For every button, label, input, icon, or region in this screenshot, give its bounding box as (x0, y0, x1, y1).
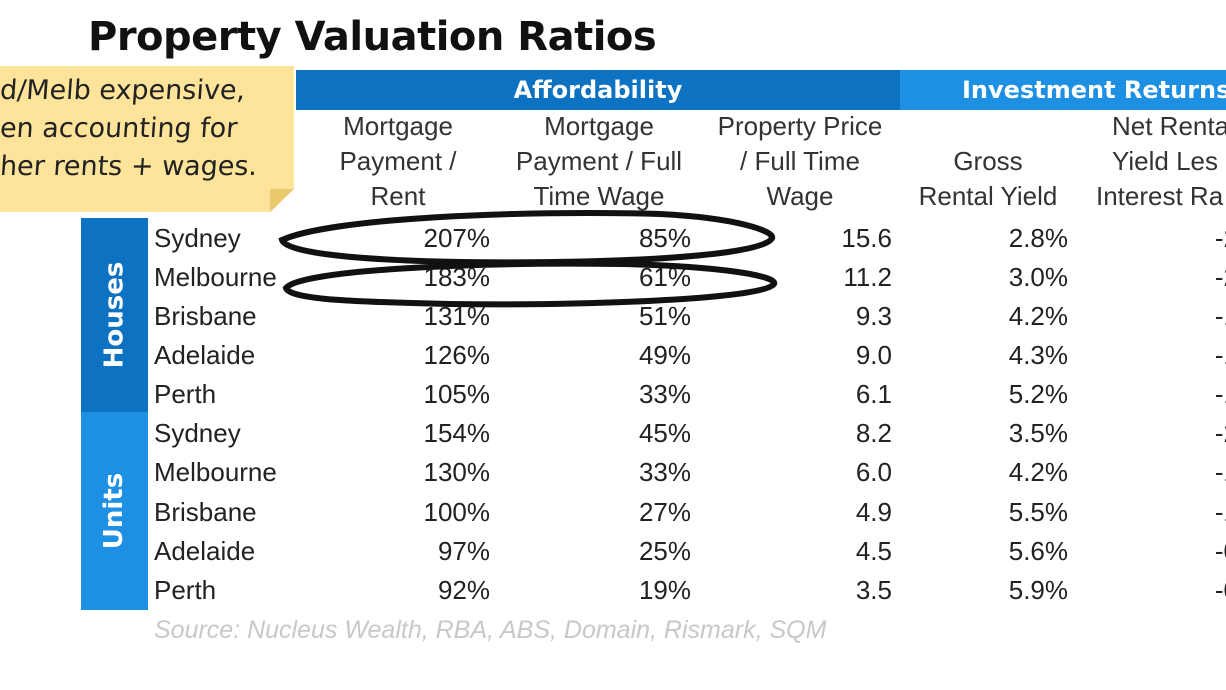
gross-yield-cell: 4.3% (1008, 340, 1068, 370)
price-wage-cell: 15.6 (841, 223, 892, 253)
sticky-note: d/Melb expensive, en accounting for her … (0, 66, 294, 212)
mortgage-wage-cell: 33% (638, 457, 691, 487)
gross-yield-cell: 3.5% (1008, 418, 1068, 448)
mortgage-wage-cell: 49% (638, 340, 691, 370)
net-yield-cell: -1 (1214, 457, 1226, 487)
table-row: Brisbane 100% 27% 4.9 5.5% -1 (148, 493, 1226, 532)
net-yield-cell: -2 (1214, 418, 1226, 448)
city-cell: Brisbane (154, 301, 257, 331)
gross-yield-cell: 4.2% (1008, 301, 1068, 331)
price-wage-cell: 9.0 (855, 340, 892, 370)
city-cell: Brisbane (154, 497, 257, 527)
gross-yield-cell: 2.8% (1008, 223, 1068, 253)
city-cell: Melbourne (154, 457, 277, 487)
column-header-price-wage: Property Price / Full Time Wage (717, 111, 883, 211)
city-cell: Melbourne (154, 262, 277, 292)
price-wage-cell: 3.5 (855, 575, 892, 605)
source-note: Source: Nucleus Wealth, RBA, ABS, Domain… (154, 616, 827, 644)
net-yield-cell: -0 (1214, 536, 1226, 566)
affordability-header: Affordability (296, 70, 900, 110)
city-cell: Perth (154, 575, 217, 605)
mortgage-rent-cell: 154% (423, 418, 491, 448)
note-line: d/Melb expensive, (0, 75, 247, 106)
price-wage-cell: 4.9 (855, 497, 892, 527)
table-row: Perth 105% 33% 6.1 5.2% -1 (148, 375, 1226, 414)
net-yield-cell: -2 (1214, 223, 1226, 253)
net-yield-cell: -2 (1214, 262, 1226, 292)
mortgage-wage-cell: 51% (638, 301, 691, 331)
mortgage-wage-cell: 45% (638, 418, 691, 448)
mortgage-rent-cell: 97% (437, 536, 490, 566)
column-header-mortgage-rent: Mortgage Payment / Rent (339, 111, 457, 211)
gross-yield-cell: 5.6% (1008, 536, 1068, 566)
investment-returns-header: Investment Returns (900, 70, 1226, 110)
city-cell: Sydney (154, 418, 241, 448)
gross-yield-cell: 5.9% (1008, 575, 1068, 605)
mortgage-wage-cell: 85% (638, 223, 691, 253)
table-row: Melbourne 130% 33% 6.0 4.2% -1 (148, 453, 1226, 492)
price-wage-cell: 11.2 (843, 262, 892, 292)
mortgage-rent-cell: 183% (423, 262, 491, 292)
table-row: Sydney 154% 45% 8.2 3.5% -2 (148, 414, 1226, 453)
mortgage-wage-cell: 19% (638, 575, 691, 605)
mortgage-rent-cell: 131% (423, 301, 491, 331)
mortgage-rent-cell: 126% (423, 340, 491, 370)
page-title: Property Valuation Ratios (88, 14, 657, 60)
note-line: en accounting for (0, 113, 239, 144)
mortgage-wage-cell: 33% (638, 379, 691, 409)
price-wage-cell: 4.5 (855, 536, 892, 566)
mortgage-wage-cell: 25% (638, 536, 691, 566)
net-yield-cell: -1 (1214, 340, 1226, 370)
net-yield-cell: -1 (1214, 301, 1226, 331)
mortgage-rent-cell: 105% (423, 379, 491, 409)
mortgage-rent-cell: 100% (423, 497, 491, 527)
net-yield-cell: -1 (1214, 497, 1226, 527)
column-header-mortgage-wage: Mortgage Payment / Full Time Wage (515, 111, 683, 211)
city-cell: Perth (154, 379, 217, 409)
price-wage-cell: 9.3 (855, 301, 892, 331)
net-yield-cell: -1 (1214, 379, 1226, 409)
gross-yield-cell: 5.2% (1008, 379, 1068, 409)
table-row: Melbourne 183% 61% 11.2 3.0% -2 (148, 258, 1226, 297)
table-row: Sydney 207% 85% 15.6 2.8% -2 (148, 219, 1226, 258)
group-label-houses: Houses (81, 218, 148, 412)
table-row: Adelaide 97% 25% 4.5 5.6% -0 (148, 532, 1226, 571)
mortgage-rent-cell: 130% (423, 457, 491, 487)
gross-yield-cell: 3.0% (1008, 262, 1068, 292)
city-cell: Adelaide (154, 536, 256, 566)
column-header-net-yield: Net Renta Yield Les Interest Ra (1096, 111, 1226, 211)
column-header-gross-yield: Gross Rental Yield (918, 146, 1058, 211)
price-wage-cell: 6.0 (855, 457, 892, 487)
table-row: Perth 92% 19% 3.5 5.9% -0 (148, 571, 1226, 610)
price-wage-cell: 8.2 (855, 418, 892, 448)
city-cell: Sydney (154, 223, 241, 253)
table-row: Brisbane 131% 51% 9.3 4.2% -1 (148, 297, 1226, 336)
gross-yield-cell: 5.5% (1008, 497, 1068, 527)
group-label-units: Units (81, 412, 148, 610)
mortgage-wage-cell: 61% (638, 262, 691, 292)
note-line: her rents + wages. (0, 151, 259, 182)
mortgage-wage-cell: 27% (638, 497, 691, 527)
net-yield-cell: -0 (1214, 575, 1226, 605)
mortgage-rent-cell: 207% (423, 223, 491, 253)
city-cell: Adelaide (154, 340, 256, 370)
price-wage-cell: 6.1 (855, 379, 892, 409)
gross-yield-cell: 4.2% (1008, 457, 1068, 487)
table-row: Adelaide 126% 49% 9.0 4.3% -1 (148, 336, 1226, 375)
mortgage-rent-cell: 92% (437, 575, 490, 605)
